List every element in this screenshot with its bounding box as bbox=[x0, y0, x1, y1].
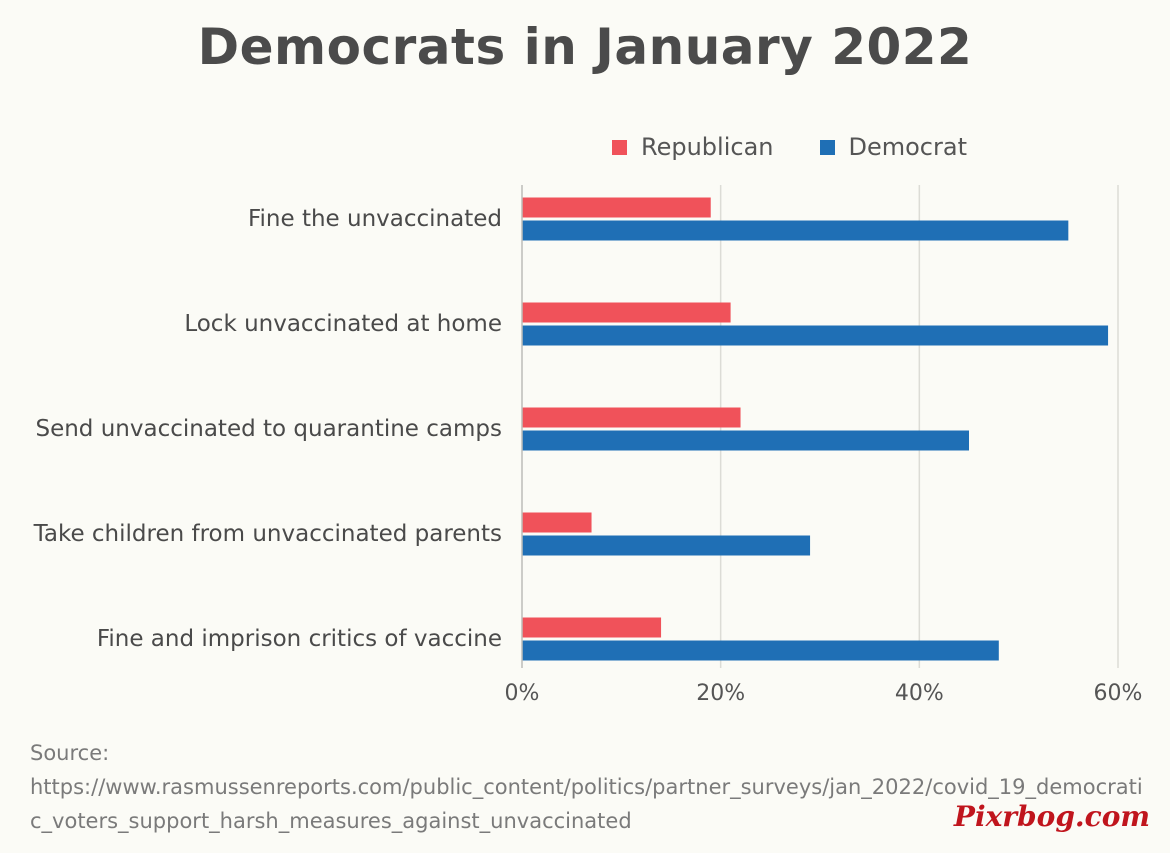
category-label: Fine and imprison critics of vaccine bbox=[97, 626, 502, 652]
bar-republican bbox=[522, 197, 711, 218]
source-note: Source: https://www.rasmussenreports.com… bbox=[30, 736, 1150, 838]
bar-democrat bbox=[522, 220, 1069, 241]
category-label: Lock unvaccinated at home bbox=[184, 311, 502, 337]
legend-swatch-republican bbox=[612, 139, 627, 155]
bar-republican bbox=[522, 407, 741, 428]
bar-democrat bbox=[522, 640, 999, 661]
category-label: Take children from unvaccinated parents bbox=[33, 521, 502, 547]
bar-republican bbox=[522, 302, 731, 323]
bar-democrat bbox=[522, 325, 1109, 346]
bar-democrat bbox=[522, 535, 811, 556]
x-tick-label: 0% bbox=[505, 681, 540, 706]
category-label: Fine the unvaccinated bbox=[248, 206, 502, 232]
x-tick-label: 60% bbox=[1094, 681, 1143, 706]
bar-republican bbox=[522, 617, 662, 638]
chart-title: Democrats in January 2022 bbox=[197, 18, 973, 76]
legend-item-republican: Republican bbox=[612, 133, 774, 161]
legend-label-democrat: Democrat bbox=[848, 133, 968, 161]
bar-chart: 0% 20% 40% 60% Fine the unvaccinated Lock unv… bbox=[33, 185, 1143, 706]
watermark: Pixrbog.com bbox=[953, 800, 1150, 833]
source-url[interactable]: https://www.rasmussenreports.com/public_… bbox=[30, 775, 1143, 833]
bar-republican bbox=[522, 512, 592, 533]
source-label: Source: bbox=[30, 741, 110, 765]
bar-democrat bbox=[522, 430, 969, 451]
legend-item-democrat: Democrat bbox=[819, 133, 968, 161]
legend-swatch-democrat bbox=[819, 139, 835, 155]
x-tick-label: 20% bbox=[696, 681, 745, 706]
category-label: Send unvaccinated to quarantine camps bbox=[35, 416, 502, 442]
legend-label-republican: Republican bbox=[641, 133, 774, 161]
legend: Republican Democrat bbox=[612, 133, 1013, 161]
x-tick-label: 40% bbox=[895, 681, 944, 706]
